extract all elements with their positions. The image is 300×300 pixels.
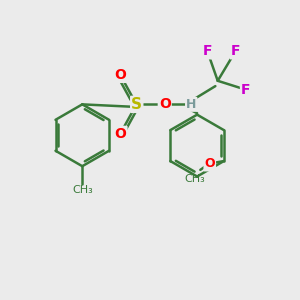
Text: S: S (131, 97, 142, 112)
Text: CH₃: CH₃ (72, 185, 93, 195)
Text: F: F (241, 82, 250, 97)
Text: O: O (115, 127, 127, 141)
Text: CH₃: CH₃ (185, 174, 206, 184)
Text: O: O (115, 68, 127, 82)
Text: H: H (186, 98, 196, 111)
Text: F: F (203, 44, 212, 58)
Text: O: O (204, 158, 215, 170)
Text: F: F (231, 44, 240, 58)
Text: O: O (159, 98, 171, 111)
